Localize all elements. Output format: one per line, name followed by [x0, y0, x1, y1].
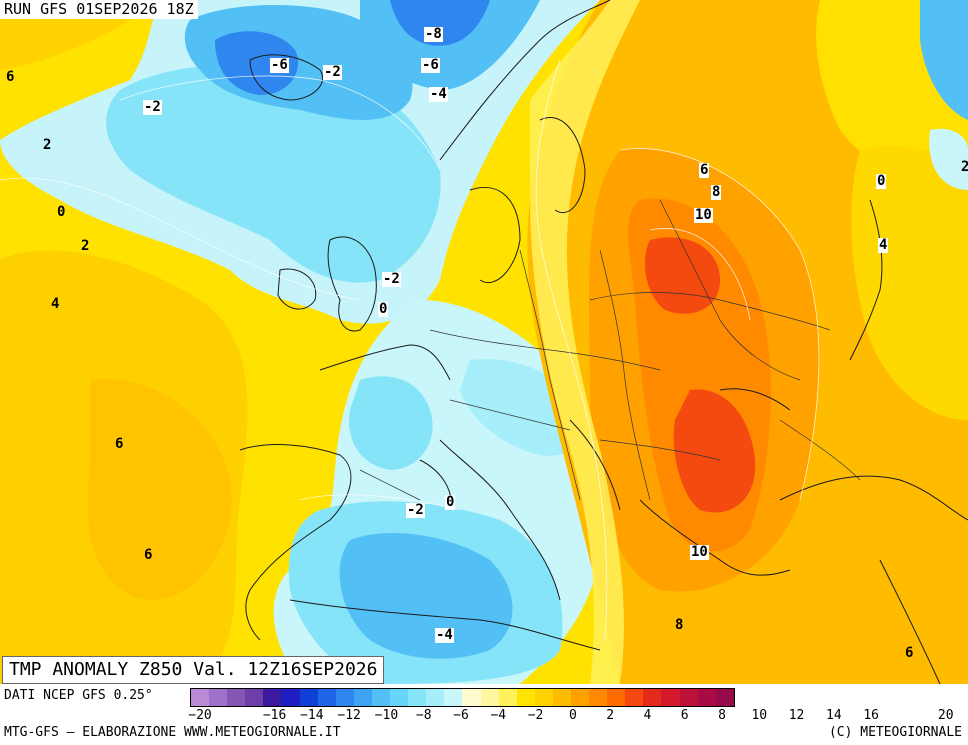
color-scale: [190, 688, 735, 707]
color-scale-tick-label: −10: [374, 708, 399, 723]
color-scale-tick-label: −8: [415, 708, 432, 723]
contour-label: 6: [699, 162, 710, 178]
contour-label: 6: [115, 436, 124, 452]
color-scale-swatch: [335, 689, 354, 706]
contour-label: -2: [382, 271, 401, 287]
color-scale-tick-label: 20: [937, 708, 954, 723]
borders: [359, 199, 861, 501]
contour-label: -6: [270, 57, 289, 73]
contour-label: 2: [81, 238, 90, 254]
color-scale-tick-label: −12: [337, 708, 361, 723]
color-scale-swatch: [245, 689, 264, 706]
contour-label: -6: [421, 57, 440, 73]
color-scale-tick-label: −14: [300, 708, 324, 723]
anomaly-region-east-hot: [645, 237, 720, 314]
contour-label: -2: [323, 64, 342, 80]
contour-label: 8: [711, 184, 722, 200]
color-scale-tick-label: 12: [788, 708, 805, 723]
anomaly-region-france-cold: [349, 376, 433, 470]
data-source: DATI NCEP GFS 0.25°: [4, 688, 153, 703]
anomaly-region-east-yellow: [851, 146, 968, 420]
contour-label: -4: [429, 86, 448, 102]
color-scale-swatch: [480, 689, 499, 706]
color-scale-swatch: [353, 689, 372, 706]
contour-label: 6: [144, 547, 153, 563]
contour-label: -2: [406, 502, 425, 518]
contour-label: 0: [876, 173, 887, 189]
color-scale-swatch: [625, 689, 644, 706]
anomaly-map: [0, 0, 968, 684]
color-scale-swatch: [462, 689, 481, 706]
color-scale-swatch: [263, 689, 282, 706]
contour-label: 4: [51, 296, 60, 312]
color-scale-swatch: [444, 689, 463, 706]
contour-label: 2: [43, 137, 52, 153]
run-label: RUN GFS 01SEP2026 18Z: [0, 0, 198, 19]
color-scale-swatch: [408, 689, 427, 706]
color-scale-tick-label: −2: [527, 708, 544, 723]
color-scale-swatch: [661, 689, 680, 706]
anomaly-region-west-orange: [87, 378, 232, 600]
color-scale-swatch: [679, 689, 698, 706]
color-scale-tick-label: 10: [751, 708, 768, 723]
color-scale-swatch: [570, 689, 590, 706]
color-scale-tick-label: 6: [680, 708, 689, 723]
color-scale-swatch: [371, 689, 391, 706]
contour-label: 2: [961, 159, 968, 175]
anomaly-region-ne-cold: [920, 0, 968, 120]
color-scale-swatch: [299, 689, 318, 706]
color-scale-swatch: [643, 689, 662, 706]
color-scale-swatch: [498, 689, 517, 706]
anomaly-region-atlantic-cold-4: [215, 31, 299, 95]
color-scale-tick-label: 0: [568, 708, 577, 723]
contour-label: -4: [435, 627, 454, 643]
color-scale-swatch: [191, 689, 210, 706]
color-scale-tick-label: 16: [863, 708, 879, 723]
coastlines: [239, 0, 968, 684]
color-scale-swatch: [607, 689, 626, 706]
contour-label: 8: [675, 617, 684, 633]
anomaly-region-east-cold-sliver: [929, 128, 968, 190]
color-scale-tick-label: 4: [643, 708, 652, 723]
contour-label: 0: [445, 494, 456, 510]
anomaly-region-iberia-cold-2: [339, 532, 513, 659]
anomaly-region-western-yellow-band: [530, 0, 640, 684]
contour-label: 0: [57, 204, 66, 220]
contour-lines: [0, 59, 820, 641]
color-scale-swatch: [715, 689, 734, 706]
color-scale-swatch: [227, 689, 246, 706]
anomaly-region-arctic-cold-2: [390, 0, 490, 46]
contour-label: 10: [694, 207, 713, 223]
color-scale-swatch: [317, 689, 336, 706]
color-scale-swatch: [589, 689, 608, 706]
color-scale-swatch: [534, 689, 553, 706]
contour-label: -8: [424, 26, 443, 42]
anomaly-region-balkan-hot: [673, 389, 756, 513]
credit-text: MTG-GFS — ELABORAZIONE WWW.METEOGIORNALE…: [4, 725, 341, 740]
color-scale-swatch: [209, 689, 228, 706]
copyright-text: (C) METEOGIORNALE: [828, 725, 962, 740]
color-scale-tick-label: −16: [262, 708, 287, 723]
color-scale-tick-label: −20: [188, 708, 212, 723]
map-title: TMP ANOMALY Z850 Val. 12Z16SEP2026: [2, 656, 385, 684]
color-scale-swatch: [516, 689, 535, 706]
color-scale-swatch: [697, 689, 716, 706]
color-scale-ticks: −20 −16 −14 −12 −10 −8 −6 −4 −2 0 2 4 6 8 10 12 14 16 20: [188, 708, 968, 726]
color-scale-tick-label: 8: [718, 708, 726, 723]
contour-label: 10: [690, 544, 709, 560]
contour-label: 6: [6, 69, 15, 85]
color-scale-swatch: [390, 689, 409, 706]
contour-label: 4: [878, 237, 889, 253]
contour-label: 6: [905, 645, 914, 661]
contour-label: -2: [143, 99, 162, 115]
contour-label: 0: [378, 301, 389, 317]
color-scale-swatch: [552, 689, 571, 706]
color-scale-tick-label: −6: [453, 708, 469, 723]
color-scale-swatch: [426, 689, 445, 706]
color-scale-swatch: [281, 689, 300, 706]
color-scale-tick-label: 2: [606, 708, 615, 723]
color-scale-tick-label: 14: [826, 708, 842, 723]
color-scale-tick-label: −4: [490, 708, 507, 723]
legend-footer: DATI NCEP GFS 0.25° −20 −16 −14 −12 −10 −8 −6−…: [0, 684, 968, 745]
